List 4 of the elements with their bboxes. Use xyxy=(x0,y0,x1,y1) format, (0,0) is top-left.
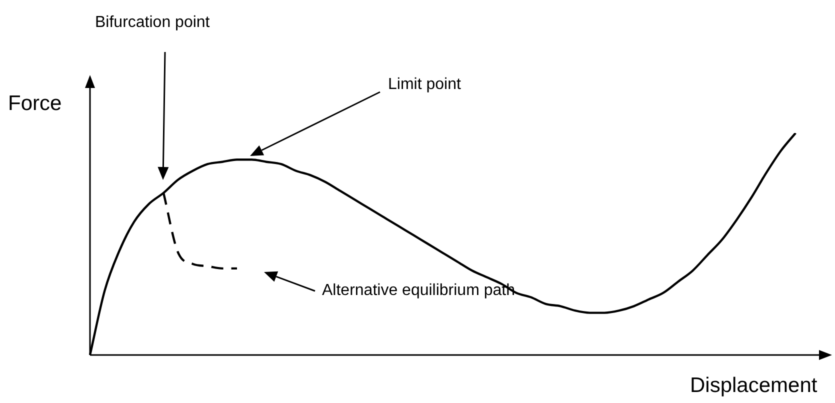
text: Bifurcation point xyxy=(95,14,210,32)
y-axis-title: Force xyxy=(8,92,62,116)
x-axis-title: Displacement xyxy=(690,374,818,398)
text: Limit point xyxy=(388,76,461,94)
